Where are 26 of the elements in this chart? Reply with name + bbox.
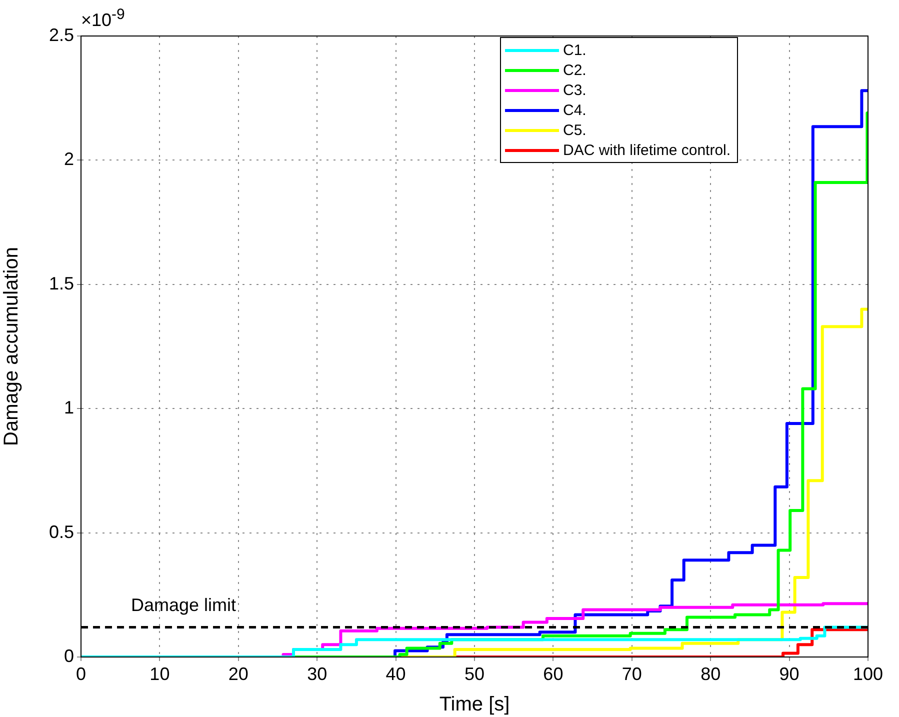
legend-label: DAC with lifetime control.	[563, 142, 731, 158]
legend-label: C2.	[563, 62, 586, 78]
y-tick-label: 0.5	[48, 522, 74, 542]
x-tick-label: 60	[543, 664, 564, 684]
legend-label: C5.	[563, 122, 586, 138]
ref-line-label: Damage limit	[131, 595, 236, 616]
y-tick-label: 0	[64, 646, 74, 666]
x-tick-label: 80	[700, 664, 721, 684]
text: ×10$^{-9}$	[81, 6, 125, 31]
legend-label: C3.	[563, 82, 586, 98]
x-tick-label: 30	[307, 664, 328, 684]
x-tick-label: 90	[779, 664, 800, 684]
x-tick-label: 70	[622, 664, 642, 684]
legend-label: C1.	[563, 42, 586, 58]
y-tick-label: 2	[64, 149, 74, 170]
x-tick-label: 10	[150, 664, 170, 684]
legend-label: C4.	[563, 102, 586, 118]
y-axis-title: Damage accumulation	[0, 247, 23, 446]
x-axis-title: Time [s]	[439, 694, 510, 716]
x-tick-label: 100	[852, 664, 884, 684]
x-tick-label: 40	[386, 664, 406, 684]
y-tick-label: 1	[64, 398, 74, 418]
y-tick-label: 1.5	[48, 273, 74, 294]
x-tick-label: 20	[228, 664, 248, 684]
x-tick-label: 50	[464, 664, 485, 684]
y-tick-label: 2.5	[48, 24, 74, 45]
